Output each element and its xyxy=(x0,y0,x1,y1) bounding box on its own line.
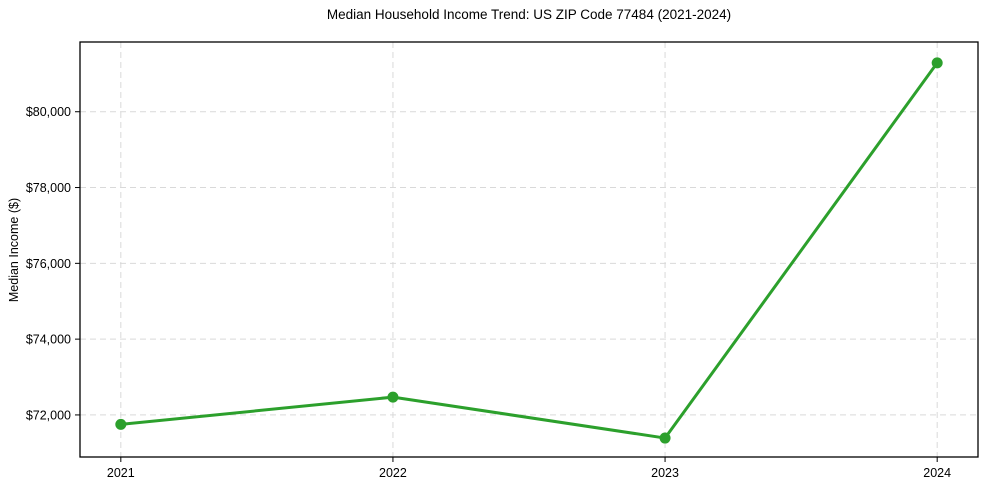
plot-border xyxy=(79,41,979,458)
x-tick-label: 2022 xyxy=(379,466,407,480)
data-point-2023 xyxy=(659,432,671,444)
y-tick-label: $74,000 xyxy=(26,333,71,347)
y-tick-label: $78,000 xyxy=(26,181,71,195)
data-point-2022 xyxy=(387,391,399,403)
y-tick-label: $80,000 xyxy=(26,105,71,119)
data-point-2024 xyxy=(931,57,943,69)
income-trend-line xyxy=(119,61,939,440)
x-tick-label: 2024 xyxy=(923,466,951,480)
y-tick-label: $72,000 xyxy=(26,408,71,422)
x-tick-label: 2021 xyxy=(107,466,135,480)
x-tick-label: 2023 xyxy=(651,466,679,480)
data-point-2021 xyxy=(115,418,127,430)
y-tick-label: $76,000 xyxy=(26,257,71,271)
chart-title: Median Household Income Trend: US ZIP Co… xyxy=(326,7,732,22)
